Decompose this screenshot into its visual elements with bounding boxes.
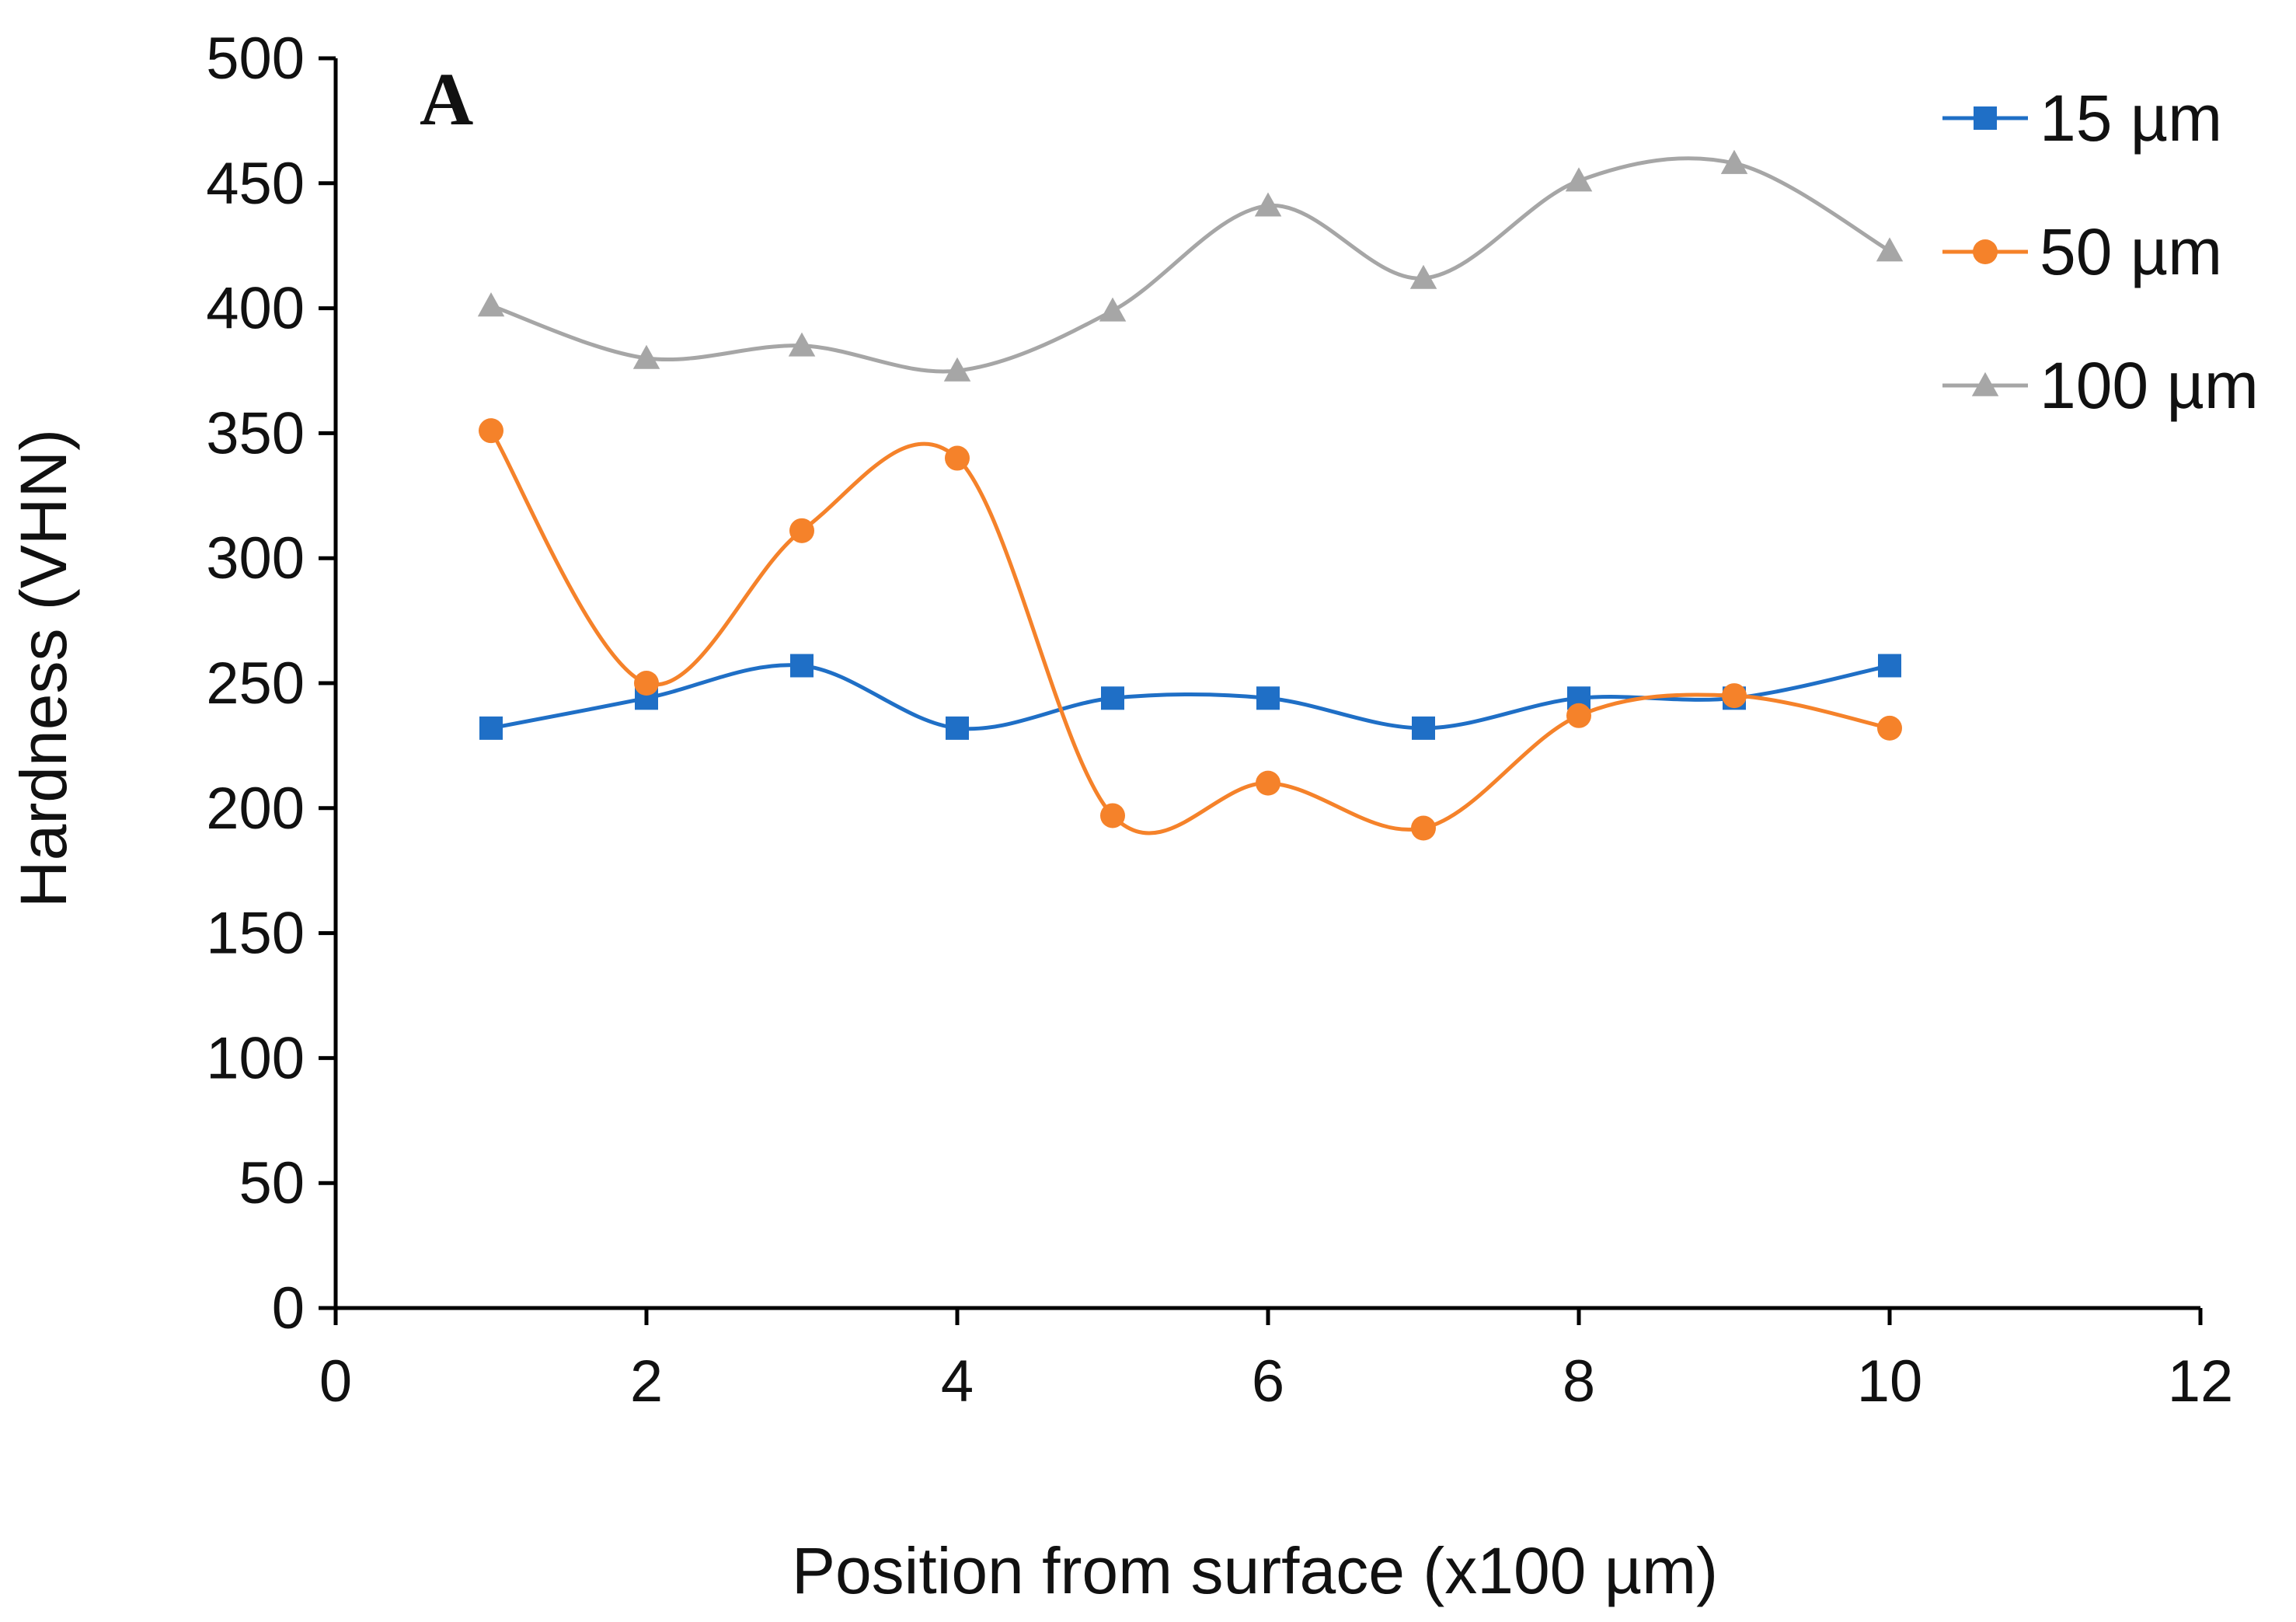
data-point-50-m	[634, 671, 659, 696]
y-tick-label: 200	[206, 776, 305, 842]
data-point-15-m	[479, 716, 503, 740]
y-axis-title: Hardness (VHN)	[7, 429, 80, 908]
y-tick-label: 250	[206, 651, 305, 717]
y-tick-label: 400	[206, 276, 305, 342]
data-point-100-m	[788, 332, 816, 357]
data-point-100-m	[477, 292, 505, 317]
x-tick-label: 4	[941, 1348, 974, 1414]
series-100-m	[477, 149, 1904, 382]
data-point-50-m	[1100, 803, 1125, 828]
x-tick-label: 10	[1857, 1348, 1923, 1414]
data-point-50-m	[1877, 715, 1902, 741]
x-tick-label: 0	[319, 1348, 352, 1414]
legend-entry-100-m: 100 µm	[1942, 349, 2259, 422]
data-point-100-m	[1565, 167, 1593, 192]
y-tick-label: 0	[272, 1275, 305, 1341]
series-line-50-m	[489, 429, 1890, 835]
data-point-100-m	[943, 357, 971, 382]
legend-label: 50 µm	[2040, 215, 2222, 288]
y-tick-label: 300	[206, 525, 305, 591]
y-tick-label: 500	[206, 26, 305, 92]
data-point-100-m	[1409, 264, 1437, 289]
axes: 0 50 100 150 200 250 300 350 400 450 500 0 2 4 6 8 10 12	[206, 26, 2233, 1414]
legend-marker	[1973, 239, 1998, 264]
data-point-50-m	[1411, 815, 1436, 841]
data-point-50-m	[1256, 770, 1280, 796]
y-tick-label: 100	[206, 1025, 305, 1091]
legend-label: 100 µm	[2040, 349, 2259, 422]
data-point-15-m	[946, 716, 969, 740]
data-point-15-m	[790, 654, 814, 678]
y-tick-label: 350	[206, 400, 305, 466]
legend-entry-15-m: 15 µm	[1942, 82, 2222, 155]
data-point-100-m	[1099, 297, 1127, 322]
data-point-100-m	[1254, 192, 1282, 217]
panel-label: A	[420, 58, 473, 141]
data-point-15-m	[1878, 654, 1901, 678]
data-point-100-m	[1876, 237, 1904, 262]
series-layer	[477, 149, 1904, 841]
data-point-100-m	[632, 344, 660, 369]
data-point-50-m	[789, 518, 814, 543]
x-axis-title: Position from surface (x100 µm)	[792, 1534, 1718, 1607]
data-point-50-m	[1566, 703, 1591, 728]
y-tick-label: 150	[206, 901, 305, 967]
data-point-50-m	[479, 418, 503, 444]
x-tick-label: 12	[2168, 1348, 2234, 1414]
legend: 15 µm 50 µm 100 µm	[1942, 82, 2259, 422]
x-tick-label: 6	[1252, 1348, 1284, 1414]
y-tick-label: 450	[206, 151, 305, 217]
data-point-15-m	[1256, 686, 1280, 710]
data-point-50-m	[945, 445, 970, 471]
data-point-15-m	[1412, 716, 1435, 740]
legend-label: 15 µm	[2040, 82, 2222, 155]
x-tick-label: 2	[630, 1348, 663, 1414]
data-point-50-m	[1722, 683, 1747, 709]
data-point-100-m	[1720, 149, 1748, 174]
data-point-15-m	[1101, 686, 1124, 710]
x-tick-label: 8	[1563, 1348, 1595, 1414]
legend-entry-50-m: 50 µm	[1942, 215, 2222, 288]
series-line-100-m	[490, 156, 1891, 374]
legend-marker	[1971, 371, 1999, 396]
legend-marker	[1974, 106, 1997, 130]
series-50-m	[479, 418, 1902, 841]
y-tick-label: 50	[239, 1150, 305, 1216]
